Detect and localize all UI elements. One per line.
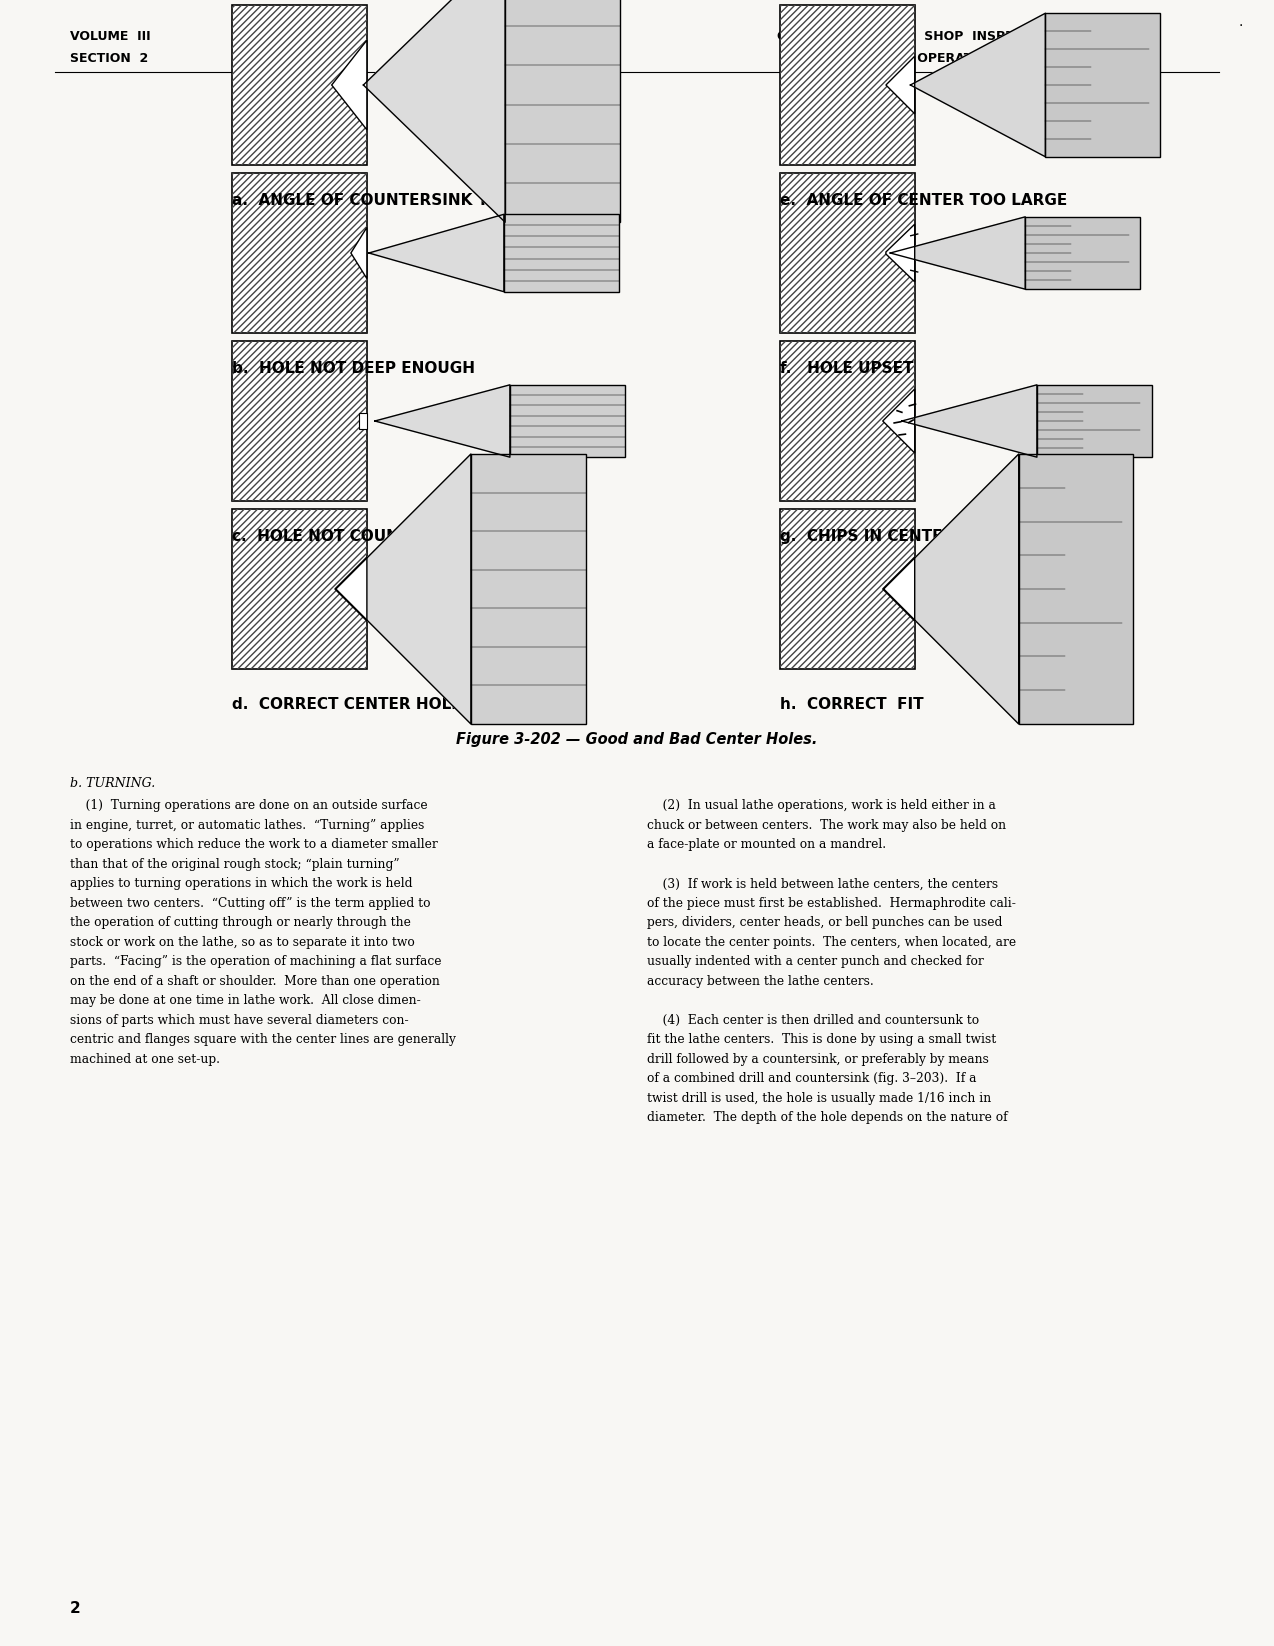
Text: (3)  If work is held between lathe centers, the centers: (3) If work is held between lathe center… [647, 877, 998, 890]
Text: usually indented with a center punch and checked for: usually indented with a center punch and… [647, 955, 984, 968]
Text: to operations which reduce the work to a diameter smaller: to operations which reduce the work to a… [70, 838, 438, 851]
Text: diameter.  The depth of the hole depends on the nature of: diameter. The depth of the hole depends … [647, 1111, 1008, 1124]
Text: b. TURNING.: b. TURNING. [70, 777, 155, 790]
Polygon shape [369, 214, 505, 291]
Bar [780, 341, 915, 500]
Text: a face-plate or mounted on a mandrel.: a face-plate or mounted on a mandrel. [647, 838, 887, 851]
Bar [510, 385, 624, 458]
Polygon shape [891, 217, 1026, 290]
Bar [1046, 13, 1161, 156]
Text: applies to turning operations in which the work is held: applies to turning operations in which t… [70, 877, 413, 890]
Text: in engine, turret, or automatic lathes.  “Turning” applies: in engine, turret, or automatic lathes. … [70, 820, 424, 831]
Text: machined at one set-up.: machined at one set-up. [70, 1053, 220, 1067]
Polygon shape [375, 385, 510, 458]
Bar [232, 509, 367, 668]
Bar [1019, 454, 1134, 724]
Bar [780, 5, 915, 165]
Bar [232, 5, 367, 165]
Text: (2)  In usual lathe operations, work is held either in a: (2) In usual lathe operations, work is h… [647, 800, 996, 813]
Text: GENERAL  MACHINE  SHOP  INSPECTION: GENERAL MACHINE SHOP INSPECTION [777, 30, 1057, 43]
Polygon shape [335, 556, 367, 621]
Polygon shape [902, 385, 1037, 458]
Text: between two centers.  “Cutting off” is the term applied to: between two centers. “Cutting off” is th… [70, 897, 431, 910]
Text: f.   HOLE UPSET: f. HOLE UPSET [780, 360, 913, 375]
Bar [505, 214, 619, 291]
Polygon shape [885, 56, 915, 114]
Text: Figure 3-202 — Good and Bad Center Holes.: Figure 3-202 — Good and Bad Center Holes… [456, 732, 818, 747]
Text: drill followed by a countersink, or preferably by means: drill followed by a countersink, or pref… [647, 1053, 989, 1067]
Bar [780, 173, 915, 332]
Polygon shape [911, 13, 1046, 156]
Text: sions of parts which must have several diameters con-: sions of parts which must have several d… [70, 1014, 409, 1027]
Bar [232, 341, 367, 500]
Bar [1026, 217, 1140, 290]
Text: the operation of cutting through or nearly through the: the operation of cutting through or near… [70, 917, 412, 930]
Text: a.  ANGLE OF COUNTERSINK TOO LARGE: a. ANGLE OF COUNTERSINK TOO LARGE [232, 193, 576, 207]
Text: pers, dividers, center heads, or bell punches can be used: pers, dividers, center heads, or bell pu… [647, 917, 1003, 930]
Text: h.  CORRECT  FIT: h. CORRECT FIT [780, 696, 924, 713]
Polygon shape [331, 40, 367, 130]
Text: MACHINING  OPERATIONS: MACHINING OPERATIONS [827, 53, 1008, 64]
Text: g.  CHIPS IN CENTER HOLE: g. CHIPS IN CENTER HOLE [780, 528, 1005, 543]
Text: c.  HOLE NOT COUNTERSUNK: c. HOLE NOT COUNTERSUNK [232, 528, 479, 543]
Text: on the end of a shaft or shoulder.  More than one operation: on the end of a shaft or shoulder. More … [70, 974, 440, 988]
Text: twist drill is used, the hole is usually made 1/16 inch in: twist drill is used, the hole is usually… [647, 1091, 991, 1104]
Bar [232, 173, 367, 332]
Bar [780, 173, 915, 332]
Text: centric and flanges square with the center lines are generally: centric and flanges square with the cent… [70, 1034, 456, 1047]
Text: 2: 2 [70, 1602, 80, 1616]
Polygon shape [336, 454, 471, 724]
Bar [505, 0, 620, 222]
Text: than that of the original rough stock; “plain turning”: than that of the original rough stock; “… [70, 858, 400, 871]
Text: .: . [1240, 15, 1243, 30]
Polygon shape [350, 227, 367, 278]
Polygon shape [883, 388, 915, 453]
Text: to locate the center points.  The centers, when located, are: to locate the center points. The centers… [647, 937, 1017, 950]
Polygon shape [885, 224, 915, 281]
Text: of the piece must first be established.  Hermaphrodite cali-: of the piece must first be established. … [647, 897, 1015, 910]
Bar [471, 454, 586, 724]
Text: b.  HOLE NOT DEEP ENOUGH: b. HOLE NOT DEEP ENOUGH [232, 360, 475, 375]
Polygon shape [883, 556, 915, 621]
Bar [232, 5, 367, 165]
Text: of a combined drill and countersink (fig. 3–203).  If a: of a combined drill and countersink (fig… [647, 1073, 976, 1085]
Bar [232, 509, 367, 668]
Bar [1037, 385, 1152, 458]
Text: stock or work on the lathe, so as to separate it into two: stock or work on the lathe, so as to sep… [70, 937, 415, 950]
Bar [232, 341, 367, 500]
Bar [780, 341, 915, 500]
Text: fit the lathe centers.  This is done by using a small twist: fit the lathe centers. This is done by u… [647, 1034, 996, 1047]
Text: (1)  Turning operations are done on an outside surface: (1) Turning operations are done on an ou… [70, 800, 428, 813]
Bar [359, 413, 367, 430]
Bar [780, 509, 915, 668]
Text: parts.  “Facing” is the operation of machining a flat surface: parts. “Facing” is the operation of mach… [70, 955, 442, 968]
Text: d.  CORRECT CENTER HOLE: d. CORRECT CENTER HOLE [232, 696, 461, 713]
Text: may be done at one time in lathe work.  All close dimen-: may be done at one time in lathe work. A… [70, 994, 420, 1007]
Bar [232, 173, 367, 332]
Bar [780, 5, 915, 165]
Polygon shape [884, 454, 1019, 724]
Bar [780, 509, 915, 668]
Text: (4)  Each center is then drilled and countersunk to: (4) Each center is then drilled and coun… [647, 1014, 980, 1027]
Text: e.  ANGLE OF CENTER TOO LARGE: e. ANGLE OF CENTER TOO LARGE [780, 193, 1066, 207]
Text: accuracy between the lathe centers.: accuracy between the lathe centers. [647, 974, 874, 988]
Text: SECTION  2: SECTION 2 [70, 53, 148, 64]
Text: VOLUME  III: VOLUME III [70, 30, 150, 43]
Polygon shape [363, 0, 505, 222]
Text: chuck or between centers.  The work may also be held on: chuck or between centers. The work may a… [647, 820, 1006, 831]
